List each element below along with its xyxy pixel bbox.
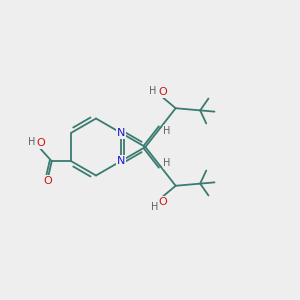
Text: H: H (164, 158, 171, 168)
Text: H: H (164, 126, 171, 136)
Text: O: O (158, 197, 167, 207)
Text: N: N (116, 128, 125, 138)
Text: H: H (28, 137, 35, 147)
Text: N: N (116, 156, 125, 166)
Text: H: H (151, 202, 158, 212)
Text: O: O (158, 87, 167, 97)
Text: O: O (37, 138, 45, 148)
Text: H: H (149, 86, 156, 96)
Text: O: O (44, 176, 52, 186)
